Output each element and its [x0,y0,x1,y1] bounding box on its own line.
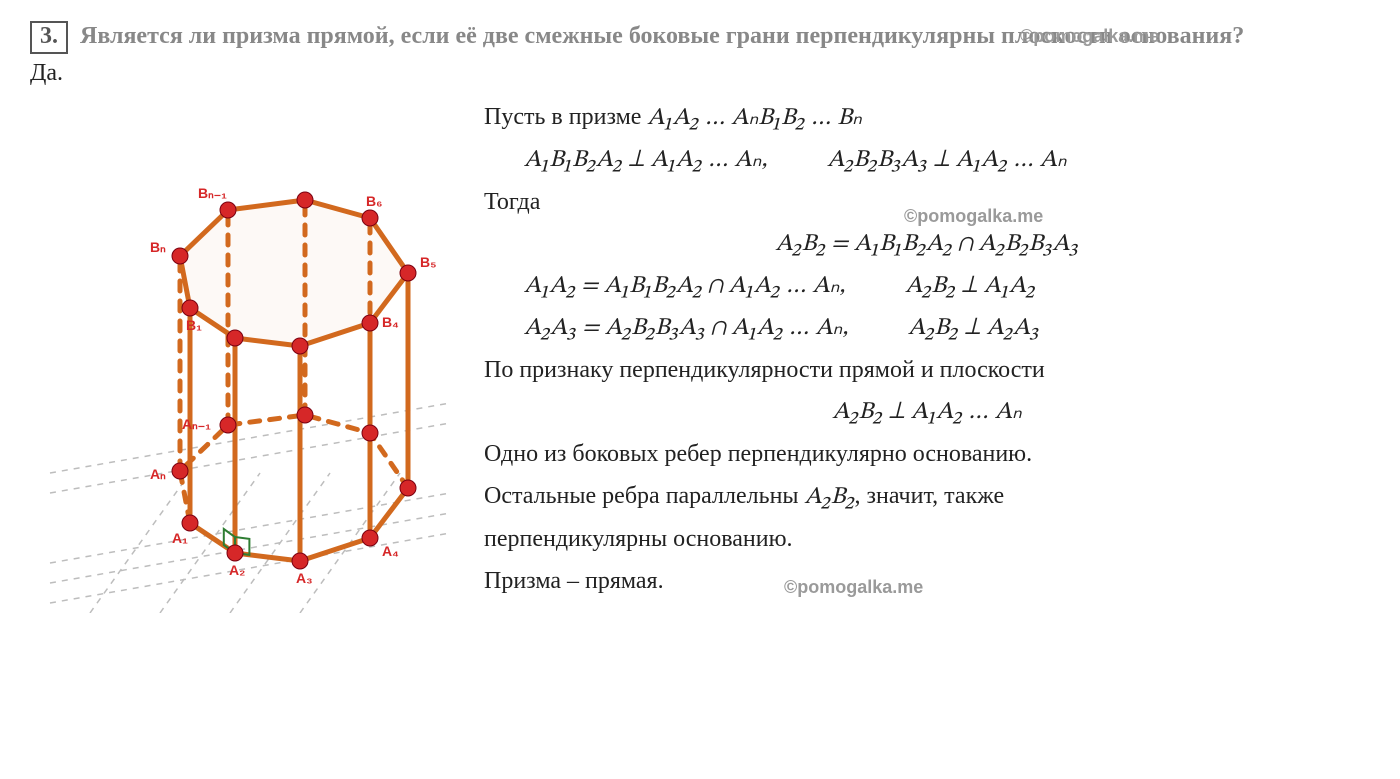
svg-text:A₃: A₃ [296,570,313,586]
problem-header: 3. Является ли призма прямой, если её дв… [30,20,1370,54]
conclusion-2b: , значит, также [855,483,1005,509]
svg-text:Bₙ: Bₙ [150,239,166,255]
svg-text:B₄: B₄ [382,314,399,330]
proof-body: Пусть в призме A₁A₂ … AₙB₁B₂ … Bₙ A₁B₁B₂… [484,93,1370,605]
conclusion-2a: Остальные ребра параллельны [484,483,799,509]
conclusion-3: перпендикулярны основанию. [484,521,1370,557]
short-answer: Да. [30,60,1370,87]
eq-intersection-edge: A₂B₂ = A₁B₁B₂A₂ ∩ A₂B₂B₃A₃ [484,226,1370,262]
svg-text:Bₙ₋₁: Bₙ₋₁ [198,185,227,201]
content-row: A₁ A₂ A₃ A₄ Aₙ₋₁ Aₙ B₁ B₄ B₅ B₆ Bₙ₋₁ Bₙ Пусть в при… [30,93,1370,613]
proof-let: Пусть в призме [484,104,641,130]
perp-face-1: A₁B₁B₂A₂ ⊥ A₁A₂ … Aₙ, [524,142,767,178]
svg-text:B₆: B₆ [366,193,382,209]
figure-container: A₁ A₂ A₃ A₄ Aₙ₋₁ Aₙ B₁ B₄ B₅ B₆ Bₙ₋₁ Bₙ [30,93,460,613]
criterion-text: По признаку перпендикулярности прямой и … [484,352,1370,388]
svg-text:Aₙ₋₁: Aₙ₋₁ [182,416,211,432]
eq-a2a3-line: A₂A₃ = A₂B₂B₃A₃ ∩ A₁A₂ … Aₙ, [524,310,848,346]
prism-notation: A₁A₂ … AₙB₁B₂ … Bₙ [647,106,861,130]
conclusion-4: Призма – прямая. [484,568,664,594]
prism-figure: A₁ A₂ A₃ A₄ Aₙ₋₁ Aₙ B₁ B₄ B₅ B₆ Bₙ₋₁ Bₙ [30,93,460,613]
conclusion-2-math: A₂B₂ [805,485,855,509]
svg-text:A₁: A₁ [172,530,188,546]
eq-a1a2-line: A₁A₂ = A₁B₁B₂A₂ ∩ A₁A₂ … Aₙ, [524,268,845,304]
svg-text:A₄: A₄ [382,543,399,559]
conclusion-1: Одно из боковых ребер перпендикулярно ос… [484,436,1370,472]
svg-text:B₅: B₅ [420,254,437,270]
svg-text:A₂: A₂ [229,562,245,578]
problem-question: Является ли призма прямой, если её две с… [80,23,1244,49]
proof-then: Тогда [484,184,1370,220]
perp-a2b2-a1a2: A₂B₂ ⊥ A₁A₂ [905,268,1035,304]
eq-a2b2-perp-base: A₂B₂ ⊥ A₁A₂ … Aₙ [484,394,1370,430]
problem-number: 3. [30,21,68,54]
perp-a2b2-a2a3: A₂B₂ ⊥ A₂A₃ [908,310,1039,346]
perp-face-2: A₂B₂B₃A₃ ⊥ A₁A₂ … Aₙ [827,142,1066,178]
svg-text:B₁: B₁ [186,317,202,333]
svg-text:Aₙ: Aₙ [150,466,166,482]
